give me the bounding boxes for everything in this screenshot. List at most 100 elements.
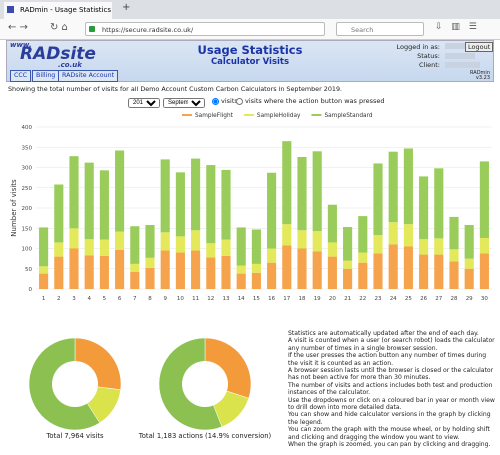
new-tab[interactable]: + <box>122 2 131 13</box>
bar-segment[interactable] <box>175 236 185 253</box>
bar-segment[interactable] <box>99 170 109 240</box>
bar-segment[interactable] <box>39 273 49 289</box>
bar-segment[interactable] <box>160 232 170 251</box>
bar-segment[interactable] <box>145 257 155 268</box>
logout-button[interactable]: Logout <box>465 42 494 52</box>
back-forward[interactable]: ← → <box>8 22 28 33</box>
radio-actions[interactable]: visits where the action button was press… <box>236 97 385 105</box>
radio-input[interactable] <box>236 97 243 105</box>
bar-segment[interactable] <box>145 267 155 289</box>
bar-segment[interactable] <box>373 235 383 254</box>
bar-segment[interactable] <box>343 260 353 269</box>
browser-tab[interactable]: RADmin - Usage Statistics <box>4 2 112 19</box>
toolbar-icons[interactable]: ⇩ ▥ ☰ <box>435 22 480 32</box>
bar-segment[interactable] <box>449 216 459 250</box>
nav-button[interactable]: RADsite Account <box>58 70 119 82</box>
bar-segment[interactable] <box>115 150 125 232</box>
bar-segment[interactable] <box>327 256 337 289</box>
bar-segment[interactable] <box>251 272 261 289</box>
year-select[interactable]: 2019 <box>128 98 160 108</box>
bar-segment[interactable] <box>434 168 444 239</box>
radio-input[interactable] <box>212 97 219 105</box>
bar-segment[interactable] <box>145 225 155 258</box>
bar-segment[interactable] <box>343 268 353 289</box>
bar-segment[interactable] <box>373 253 383 289</box>
bar-segment[interactable] <box>479 237 489 254</box>
bar-segment[interactable] <box>267 248 277 263</box>
bar-segment[interactable] <box>84 162 94 240</box>
bar-segment[interactable] <box>297 230 307 249</box>
bar-segment[interactable] <box>479 253 489 289</box>
bar-segment[interactable] <box>464 225 474 259</box>
bar-segment[interactable] <box>160 250 170 289</box>
legend-label[interactable]: SampleStandard <box>324 113 372 119</box>
bar-segment[interactable] <box>282 224 292 246</box>
address-bar[interactable]: https://secure.radsite.co.uk/ <box>85 22 325 36</box>
bar-segment[interactable] <box>297 156 307 231</box>
bar-segment[interactable] <box>312 251 322 289</box>
bar-segment[interactable] <box>267 172 277 249</box>
bar-segment[interactable] <box>115 231 125 250</box>
bar-segment[interactable] <box>464 268 474 289</box>
bar-segment[interactable] <box>160 159 170 233</box>
bar-segment[interactable] <box>282 141 292 225</box>
bar-segment[interactable] <box>69 228 79 249</box>
legend-label[interactable]: SampleFlight <box>195 113 234 119</box>
bar-segment[interactable] <box>251 229 261 264</box>
bar-segment[interactable] <box>388 222 398 245</box>
bar-segment[interactable] <box>175 252 185 289</box>
bar-segment[interactable] <box>282 245 292 289</box>
bar-segment[interactable] <box>84 239 94 256</box>
bar-segment[interactable] <box>69 156 79 229</box>
bar-segment[interactable] <box>312 151 322 232</box>
bar-segment[interactable] <box>54 242 64 257</box>
bar-segment[interactable] <box>175 172 185 237</box>
bar-segment[interactable] <box>84 255 94 289</box>
bar-segment[interactable] <box>419 254 429 289</box>
reload-home[interactable]: ↻ ⌂ <box>50 22 68 33</box>
bar-segment[interactable] <box>39 227 49 267</box>
bar-segment[interactable] <box>434 254 444 289</box>
bar-segment[interactable] <box>130 271 140 289</box>
bar-segment[interactable] <box>69 248 79 290</box>
bar-segment[interactable] <box>343 227 353 261</box>
bar-segment[interactable] <box>373 163 383 236</box>
bar-segment[interactable] <box>221 255 231 289</box>
bar-segment[interactable] <box>191 250 201 289</box>
bar-segment[interactable] <box>206 165 216 244</box>
bar-segment[interactable] <box>434 238 444 255</box>
bar-segment[interactable] <box>221 169 231 240</box>
bar-segment[interactable] <box>191 230 201 251</box>
bar-segment[interactable] <box>191 158 201 231</box>
bar-segment[interactable] <box>403 246 413 289</box>
bar-segment[interactable] <box>358 262 368 289</box>
bar-segment[interactable] <box>297 248 307 290</box>
bar-segment[interactable] <box>99 255 109 289</box>
bar-segment[interactable] <box>449 249 459 262</box>
bar-segment[interactable] <box>388 244 398 289</box>
bar-segment[interactable] <box>358 252 368 263</box>
bar-segment[interactable] <box>267 262 277 289</box>
bar-segment[interactable] <box>449 261 459 289</box>
nav-button[interactable]: CCC <box>10 70 32 82</box>
bar-segment[interactable] <box>206 257 216 289</box>
bar-segment[interactable] <box>403 224 413 247</box>
bar-segment[interactable] <box>419 176 429 240</box>
bar-segment[interactable] <box>99 239 109 256</box>
bar-segment[interactable] <box>419 239 429 255</box>
bar-segment[interactable] <box>130 226 140 264</box>
logo-name[interactable]: RADsite <box>20 44 96 64</box>
bar-segment[interactable] <box>221 239 231 256</box>
bar-segment[interactable] <box>327 204 337 243</box>
bar-segment[interactable] <box>358 216 368 253</box>
bar-segment[interactable] <box>327 242 337 257</box>
bar-segment[interactable] <box>236 265 246 274</box>
search-box[interactable]: Search <box>336 22 424 36</box>
bar-segment[interactable] <box>403 148 413 225</box>
bar-segment[interactable] <box>312 231 322 252</box>
bar-segment[interactable] <box>236 273 246 289</box>
bar-segment[interactable] <box>479 161 489 238</box>
bar-segment[interactable] <box>54 184 64 243</box>
bar-segment[interactable] <box>115 249 125 289</box>
bar-segment[interactable] <box>39 266 49 274</box>
